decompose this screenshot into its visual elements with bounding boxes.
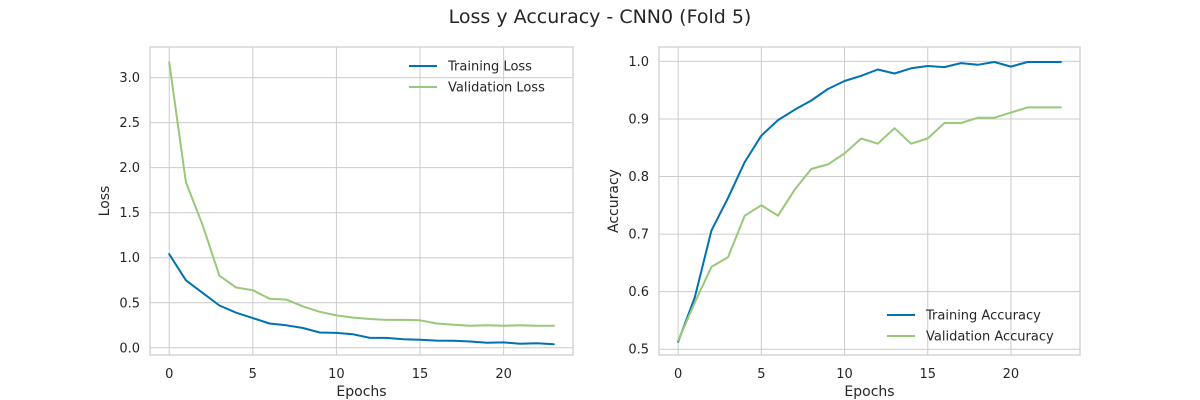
series-line-validation-loss (168, 61, 555, 327)
y-tick-label: 0.7 (628, 228, 649, 243)
y-axis-label: Accuracy (606, 169, 622, 233)
y-tick-label: 1.0 (628, 55, 649, 70)
plot-frame (149, 46, 574, 356)
series-line-validation-accuracy (677, 106, 1062, 342)
y-tick-label: 3.0 (119, 71, 140, 86)
x-tick-label: 10 (836, 367, 853, 382)
y-tick-label: 1.0 (119, 251, 140, 266)
x-axis-label: Epochs (336, 384, 386, 400)
y-axis-label: Loss (97, 186, 113, 217)
accuracy-chart: 0 5 10 15 20 0.5 0.6 0.7 0.8 0.9 1.0 Epochs Accuracy… (606, 46, 1081, 400)
legend-label: Training Accuracy (925, 309, 1041, 324)
x-tick-label: 20 (495, 367, 512, 382)
x-tick-label: 0 (165, 367, 173, 382)
x-tick-label: 5 (757, 367, 765, 382)
y-tick-label: 2.0 (119, 161, 140, 176)
x-tick-label: 15 (412, 367, 429, 382)
y-tick-label: 2.5 (119, 116, 140, 131)
legend-label: Validation Accuracy (926, 330, 1054, 345)
y-tick-label: 1.5 (119, 206, 140, 221)
plot-frame (658, 46, 1081, 356)
y-tick-label: 0.9 (628, 112, 649, 127)
y-tick-label: 0.0 (119, 341, 140, 356)
legend: Training Accuracy Validation Accuracy (887, 309, 1054, 345)
figure-title: Loss y Accuracy - CNN0 (Fold 5) (449, 6, 752, 28)
loss-chart: 0 5 10 15 20 0.0 0.5 1.0 1.5 2.0 2.5 3.0 Epochs Loss T… (97, 46, 574, 400)
legend-label: Training Loss (447, 60, 532, 75)
x-tick-label: 15 (919, 367, 936, 382)
legend: Training Loss Validation Loss (409, 60, 545, 96)
x-tick-label: 10 (328, 367, 345, 382)
y-tick-label: 0.8 (628, 170, 649, 185)
y-tick-label: 0.5 (119, 296, 140, 311)
x-tick-label: 5 (249, 367, 257, 382)
series-line-training-loss (168, 253, 555, 346)
y-tick-label: 0.5 (628, 343, 649, 358)
x-tick-label: 20 (1003, 367, 1020, 382)
x-tick-label: 0 (674, 367, 682, 382)
series-line-training-accuracy (677, 61, 1062, 343)
legend-label: Validation Loss (448, 81, 545, 96)
y-tick-label: 0.6 (628, 285, 649, 300)
x-axis-label: Epochs (844, 384, 894, 400)
